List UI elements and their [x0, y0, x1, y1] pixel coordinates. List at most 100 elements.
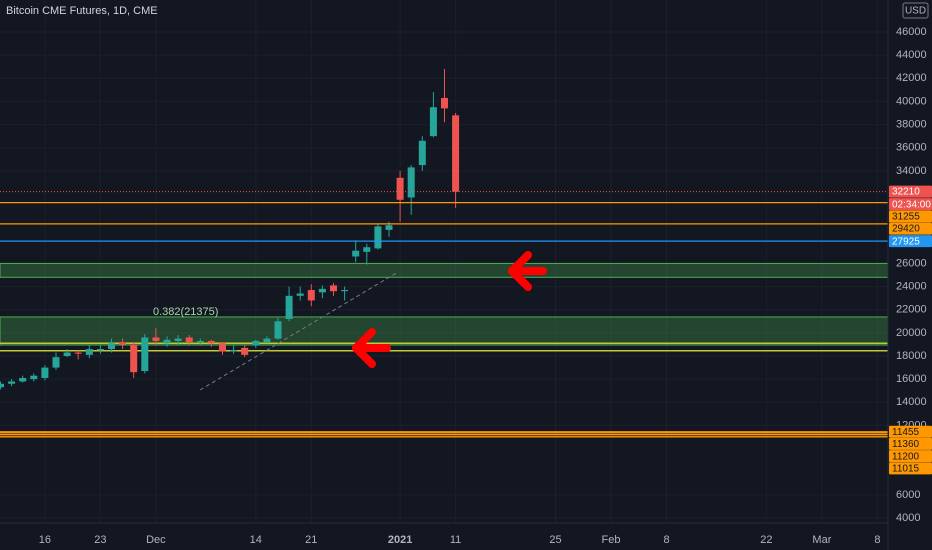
price-labels: 3221002:34:00312552942027925114551136011…	[889, 185, 932, 475]
candle-body	[385, 225, 393, 230]
candle-body	[263, 338, 271, 343]
candle-body	[96, 349, 104, 351]
candle-body	[307, 290, 315, 301]
price-label: 29420	[892, 224, 920, 235]
price-label-bg	[889, 437, 932, 450]
price-label-bg	[889, 222, 932, 235]
x-tick-label: 8	[874, 534, 880, 546]
zone	[0, 262, 889, 278]
candle-body	[0, 383, 4, 388]
levels	[0, 191, 888, 438]
candle-body	[174, 338, 182, 341]
y-tick-label: 18000	[896, 350, 927, 362]
price-label: 27925	[892, 236, 920, 247]
price-label-bg	[889, 425, 932, 438]
price-label-bg	[889, 185, 932, 198]
price-label: 31255	[892, 212, 920, 223]
x-tick-label: Dec	[146, 534, 166, 546]
currency[interactable]: USD	[905, 6, 926, 17]
x-tick-label: 11	[450, 534, 461, 546]
candle-body	[63, 352, 71, 356]
y-tick-label: 26000	[896, 257, 927, 269]
candle-body	[374, 226, 382, 249]
price-label: 11015	[892, 463, 920, 474]
candle-body	[130, 344, 138, 373]
candle-body	[30, 375, 38, 380]
y-tick-label: 4000	[896, 512, 920, 524]
candle-body	[241, 347, 249, 355]
y-tick-label: 24000	[896, 280, 927, 292]
y-tick-label: 42000	[896, 72, 927, 84]
candle-body	[230, 350, 238, 352]
y-tick-label: 34000	[896, 165, 927, 177]
candle-body	[363, 247, 371, 252]
y-tick-label: 38000	[896, 118, 927, 130]
y-tick-label: 22000	[896, 304, 927, 316]
y-tick-label: 14000	[896, 396, 927, 408]
candle-body	[396, 177, 404, 200]
candle-body	[52, 357, 60, 368]
candle-body	[452, 115, 460, 192]
x-tick-label: 16	[39, 534, 51, 546]
candle-body	[74, 352, 82, 354]
candle-body	[141, 337, 149, 372]
y-tick-label: 46000	[896, 26, 927, 38]
y-tick-label: 20000	[896, 327, 927, 339]
candle-body	[429, 107, 437, 137]
y-tick-label: 44000	[896, 49, 927, 61]
chart-title: Bitcoin CME Futures, 1D, CME	[6, 5, 158, 17]
candle-body	[185, 337, 193, 343]
x-tick-label: 22	[760, 534, 772, 546]
arrow-head	[508, 251, 532, 291]
y-tick-label: 16000	[896, 373, 927, 385]
candle-body	[441, 97, 448, 109]
candle-body	[252, 340, 260, 346]
x-tick-label: 8	[663, 534, 669, 546]
zone	[0, 316, 889, 346]
x-tick-label: 25	[549, 534, 561, 546]
price-label: 11455	[892, 427, 920, 438]
candle-body	[341, 290, 349, 292]
price-label: 11200	[892, 451, 920, 462]
price-label-bg	[889, 462, 932, 475]
currency-box[interactable]	[902, 2, 929, 19]
candles	[0, 69, 460, 390]
arrow-head	[352, 328, 376, 368]
y-tick-label: 40000	[896, 95, 927, 107]
y-tick-label: 36000	[896, 142, 927, 154]
candle-body	[119, 342, 127, 345]
x-tick-label: 21	[305, 534, 317, 546]
x-tick-label: 14	[250, 534, 262, 546]
trend-line	[199, 271, 399, 391]
candle-body	[163, 339, 171, 344]
candle-body	[330, 285, 337, 292]
price-label-bg	[889, 235, 932, 248]
x-tick-label: Feb	[602, 534, 621, 546]
candle-body	[108, 343, 115, 350]
price-label-bg	[889, 210, 932, 223]
price-label: 32210	[892, 187, 920, 198]
candle-body	[418, 140, 426, 166]
price-label-bg	[889, 198, 932, 211]
candle-body	[318, 288, 326, 293]
candle-body	[152, 337, 160, 341]
price-label: 02:34:00	[892, 199, 931, 210]
price-label: 11360	[892, 439, 920, 450]
x-tick-label: 23	[94, 534, 106, 546]
candle-body	[207, 340, 215, 344]
fib-label: 0.382(21375)	[153, 306, 218, 318]
arrow	[508, 251, 547, 291]
arrow	[352, 328, 391, 368]
candle-body	[296, 293, 304, 296]
candle-body	[196, 340, 204, 343]
candle-body	[41, 367, 49, 378]
candle-body	[85, 349, 93, 355]
candle-body	[19, 377, 27, 382]
x-tick-label: 2021	[388, 534, 412, 546]
y-tick-label: 6000	[896, 489, 920, 501]
candle-body	[8, 381, 16, 384]
axis: 4000600012000140001600018000200002200024…	[39, 26, 927, 546]
price-label-bg	[889, 450, 932, 463]
